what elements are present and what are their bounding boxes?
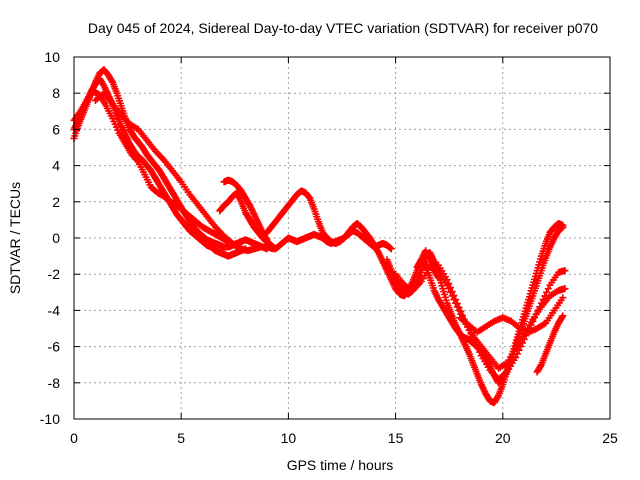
data-point xyxy=(263,236,271,244)
data-point xyxy=(421,260,429,268)
x-tick-label: 20 xyxy=(495,430,511,446)
x-axis-label: GPS time / hours xyxy=(287,457,394,473)
data-series-group xyxy=(70,66,569,407)
data-point xyxy=(387,245,395,253)
series-track-6 xyxy=(220,176,271,244)
data-point xyxy=(108,77,116,85)
x-axis-tick-labels: 0 5 10 15 20 25 xyxy=(70,430,618,446)
x-tick-label: 0 xyxy=(70,430,78,446)
data-point xyxy=(452,299,460,307)
series-track-8 xyxy=(383,220,567,407)
y-tick-label: 6 xyxy=(52,121,60,137)
data-point xyxy=(559,223,567,231)
data-point xyxy=(543,288,551,296)
y-tick-label: 8 xyxy=(52,85,60,101)
y-tick-label: 4 xyxy=(52,158,60,174)
y-tick-label: 10 xyxy=(44,49,60,65)
y-tick-label: -8 xyxy=(48,375,61,391)
data-point xyxy=(544,285,552,293)
data-point xyxy=(558,313,566,321)
data-point xyxy=(453,303,461,311)
y-tick-label: -10 xyxy=(40,411,60,427)
y-tick-label: 2 xyxy=(52,194,60,210)
axis-ticks xyxy=(73,56,611,420)
y-axis-tick-labels: -10 -8 -6 -4 -2 0 2 4 6 8 10 xyxy=(40,49,60,427)
data-point xyxy=(133,157,141,165)
data-point xyxy=(446,288,454,296)
x-tick-label: 25 xyxy=(602,430,618,446)
x-tick-label: 10 xyxy=(281,430,297,446)
y-axis-label: SDTVAR / TECUs xyxy=(7,182,23,294)
data-point xyxy=(237,245,245,253)
data-point xyxy=(494,393,502,401)
series-track-13 xyxy=(413,223,567,387)
series-track-12 xyxy=(533,312,567,376)
series-track-7 xyxy=(263,187,442,300)
y-tick-label: -4 xyxy=(48,302,61,318)
data-point xyxy=(537,362,545,370)
data-point xyxy=(262,234,270,242)
x-tick-label: 15 xyxy=(388,430,404,446)
data-point xyxy=(455,306,463,314)
data-point xyxy=(457,310,465,318)
data-point xyxy=(443,281,451,289)
series-track-4 xyxy=(91,89,245,253)
data-point xyxy=(561,267,569,275)
chart-title: Day 045 of 2024, Sidereal Day-to-day VTE… xyxy=(88,20,598,36)
data-point xyxy=(559,294,567,302)
data-point xyxy=(561,285,569,293)
data-point xyxy=(450,296,458,304)
data-point xyxy=(448,292,456,300)
data-point xyxy=(445,285,453,293)
y-tick-label: -2 xyxy=(48,266,61,282)
data-point xyxy=(559,312,567,320)
y-tick-label: 0 xyxy=(52,230,60,246)
series-track-11 xyxy=(456,294,567,336)
x-tick-label: 5 xyxy=(177,430,185,446)
y-tick-label: -6 xyxy=(48,339,61,355)
